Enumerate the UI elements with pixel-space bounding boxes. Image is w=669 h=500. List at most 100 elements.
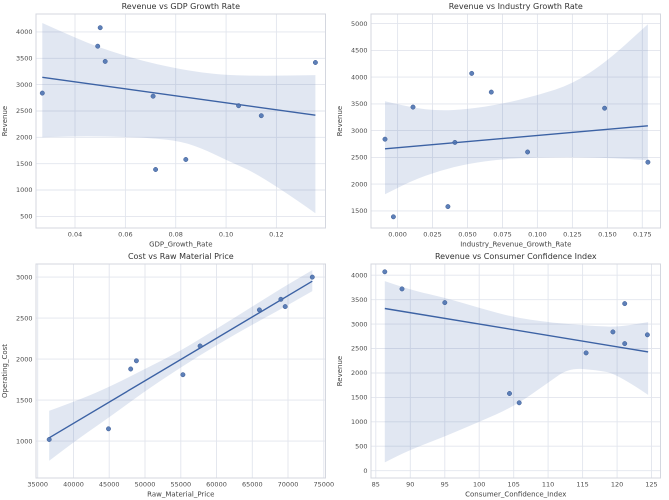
- confidence-band: [42, 23, 316, 214]
- data-point: [309, 274, 315, 280]
- data-point: [180, 372, 186, 378]
- chart-title: Cost vs Raw Material Price: [128, 252, 234, 261]
- data-point: [197, 343, 203, 349]
- chart-canvas-revenue-vs-gdp: 0.04 0.06 0.08 0.10 0.12 500 1000 1500 2000 2500 3…: [1, 2, 326, 249]
- x-axis-label: GDP_Growth_Rate: [149, 241, 212, 249]
- data-point: [236, 103, 242, 109]
- data-point: [97, 25, 103, 31]
- x-tick-label: 60000: [206, 481, 227, 489]
- subplot-revenue-vs-consumer-confidence: 85 90 95 100 105 110 115 120 125 0 500 1000 1500 2000…: [335, 250, 669, 500]
- x-tick-label: 65000: [242, 481, 263, 489]
- confidence-band: [384, 24, 648, 195]
- y-tick-label: 5000: [350, 20, 367, 28]
- y-tick-label: 2500: [16, 107, 33, 115]
- data-point: [609, 329, 615, 335]
- y-axis-label: Revenue: [336, 106, 344, 137]
- x-tick-label: 0.075: [493, 231, 512, 239]
- x-tick-label: 0.000: [388, 231, 407, 239]
- x-tick-label: 95: [440, 481, 448, 489]
- regression-line: [384, 125, 648, 150]
- x-tick-label: 0.175: [632, 231, 651, 239]
- data-point: [644, 159, 650, 165]
- y-tick-label: 1500: [350, 207, 367, 215]
- x-tick-label: 0.025: [423, 231, 442, 239]
- y-tick-label: 1000: [16, 437, 33, 445]
- y-tick-label: 0: [363, 467, 367, 475]
- y-tick-label: 3500: [350, 100, 367, 108]
- y-tick-label: 1500: [350, 394, 367, 402]
- x-tick-label: 0.150: [598, 231, 617, 239]
- regression-line: [384, 307, 648, 353]
- y-tick-label: 1500: [16, 396, 33, 404]
- x-tick-label: 110: [541, 481, 553, 489]
- x-tick-label: 115: [576, 481, 588, 489]
- data-point: [128, 366, 134, 372]
- data-point: [382, 136, 387, 142]
- y-tick-label: 2000: [16, 134, 33, 142]
- x-tick-label: 70000: [278, 481, 299, 489]
- x-tick-label: 50000: [135, 481, 156, 489]
- y-tick-label: 3500: [350, 296, 367, 304]
- y-tick-label: 500: [355, 442, 367, 450]
- x-tick-label: 105: [507, 481, 519, 489]
- data-point: [451, 139, 457, 145]
- x-tick-label: 35000: [27, 481, 48, 489]
- subplot-cost-vs-raw-material-price: 35000 40000 45000 50000 55000 60000 65000 70000…: [0, 250, 335, 500]
- data-point: [95, 43, 101, 49]
- x-tick-label: 0.125: [563, 231, 582, 239]
- y-tick-label: 4000: [350, 271, 367, 279]
- data-point: [312, 60, 318, 65]
- axes-border: [35, 13, 326, 229]
- data-point: [133, 358, 139, 364]
- axes-border: [370, 13, 661, 229]
- y-tick-label: 2500: [350, 345, 367, 353]
- data-point: [46, 437, 52, 442]
- chart-title: Revenue vs Consumer Confidence Index: [434, 252, 596, 261]
- plot-area: [370, 14, 660, 228]
- y-tick-label: 2000: [350, 180, 367, 188]
- x-tick-label: 0.12: [269, 231, 283, 239]
- x-tick-label: 40000: [63, 481, 84, 489]
- y-tick-label: 2000: [16, 355, 33, 363]
- x-axis-label: Raw_Material_Price: [147, 491, 214, 499]
- y-tick-label: 2500: [350, 154, 367, 162]
- y-axis-label: Revenue: [336, 356, 344, 387]
- x-tick-label: 0.100: [528, 231, 547, 239]
- x-tick-label: 120: [610, 481, 622, 489]
- plot-area: [36, 14, 326, 228]
- subplot-revenue-vs-industry-growth-rate: 0.000 0.025 0.050 0.075 0.100 0.125 0.150 0.175…: [335, 0, 669, 250]
- y-tick-label: 3000: [350, 127, 367, 135]
- axes-border: [35, 263, 326, 479]
- data-point: [441, 300, 447, 306]
- x-tick-label: 55000: [170, 481, 191, 489]
- data-point: [399, 286, 404, 292]
- x-tick-label: 0.04: [68, 231, 82, 239]
- x-axis-label: Industry_Revenue_Growth_Rate: [460, 241, 571, 249]
- subplot-revenue-vs-gdp-growth-rate: 0.04 0.06 0.08 0.10 0.12 500 1000 1500 2000 2500 3…: [0, 0, 335, 250]
- data-point: [516, 400, 522, 406]
- confidence-band: [49, 270, 313, 461]
- data-point: [39, 90, 45, 96]
- data-point: [381, 269, 387, 275]
- y-tick-label: 3000: [16, 273, 33, 281]
- x-tick-label: 0.050: [458, 231, 477, 239]
- y-axis-label: Revenue: [1, 106, 9, 137]
- y-tick-label: 2000: [350, 369, 367, 377]
- x-tick-label: 85: [371, 481, 379, 489]
- x-tick-label: 45000: [99, 481, 120, 489]
- chart-title: Revenue vs GDP Growth Rate: [122, 2, 240, 11]
- chart-canvas-revenue-vs-industry: 0.000 0.025 0.050 0.075 0.100 0.125 0.150 0.175…: [336, 2, 661, 249]
- data-point: [410, 104, 415, 110]
- chart-canvas-revenue-vs-confidence: 85 90 95 100 105 110 115 120 125 0 500 1000 1500 2000…: [336, 252, 661, 499]
- data-point: [506, 391, 512, 396]
- data-point: [258, 113, 264, 119]
- x-tick-label: 100: [472, 481, 484, 489]
- data-point: [102, 58, 108, 64]
- x-tick-label: 90: [406, 481, 414, 489]
- data-point: [601, 105, 607, 111]
- y-tick-label: 3500: [16, 55, 33, 63]
- regression-line: [48, 280, 313, 439]
- data-point: [644, 332, 650, 338]
- data-point: [468, 70, 474, 76]
